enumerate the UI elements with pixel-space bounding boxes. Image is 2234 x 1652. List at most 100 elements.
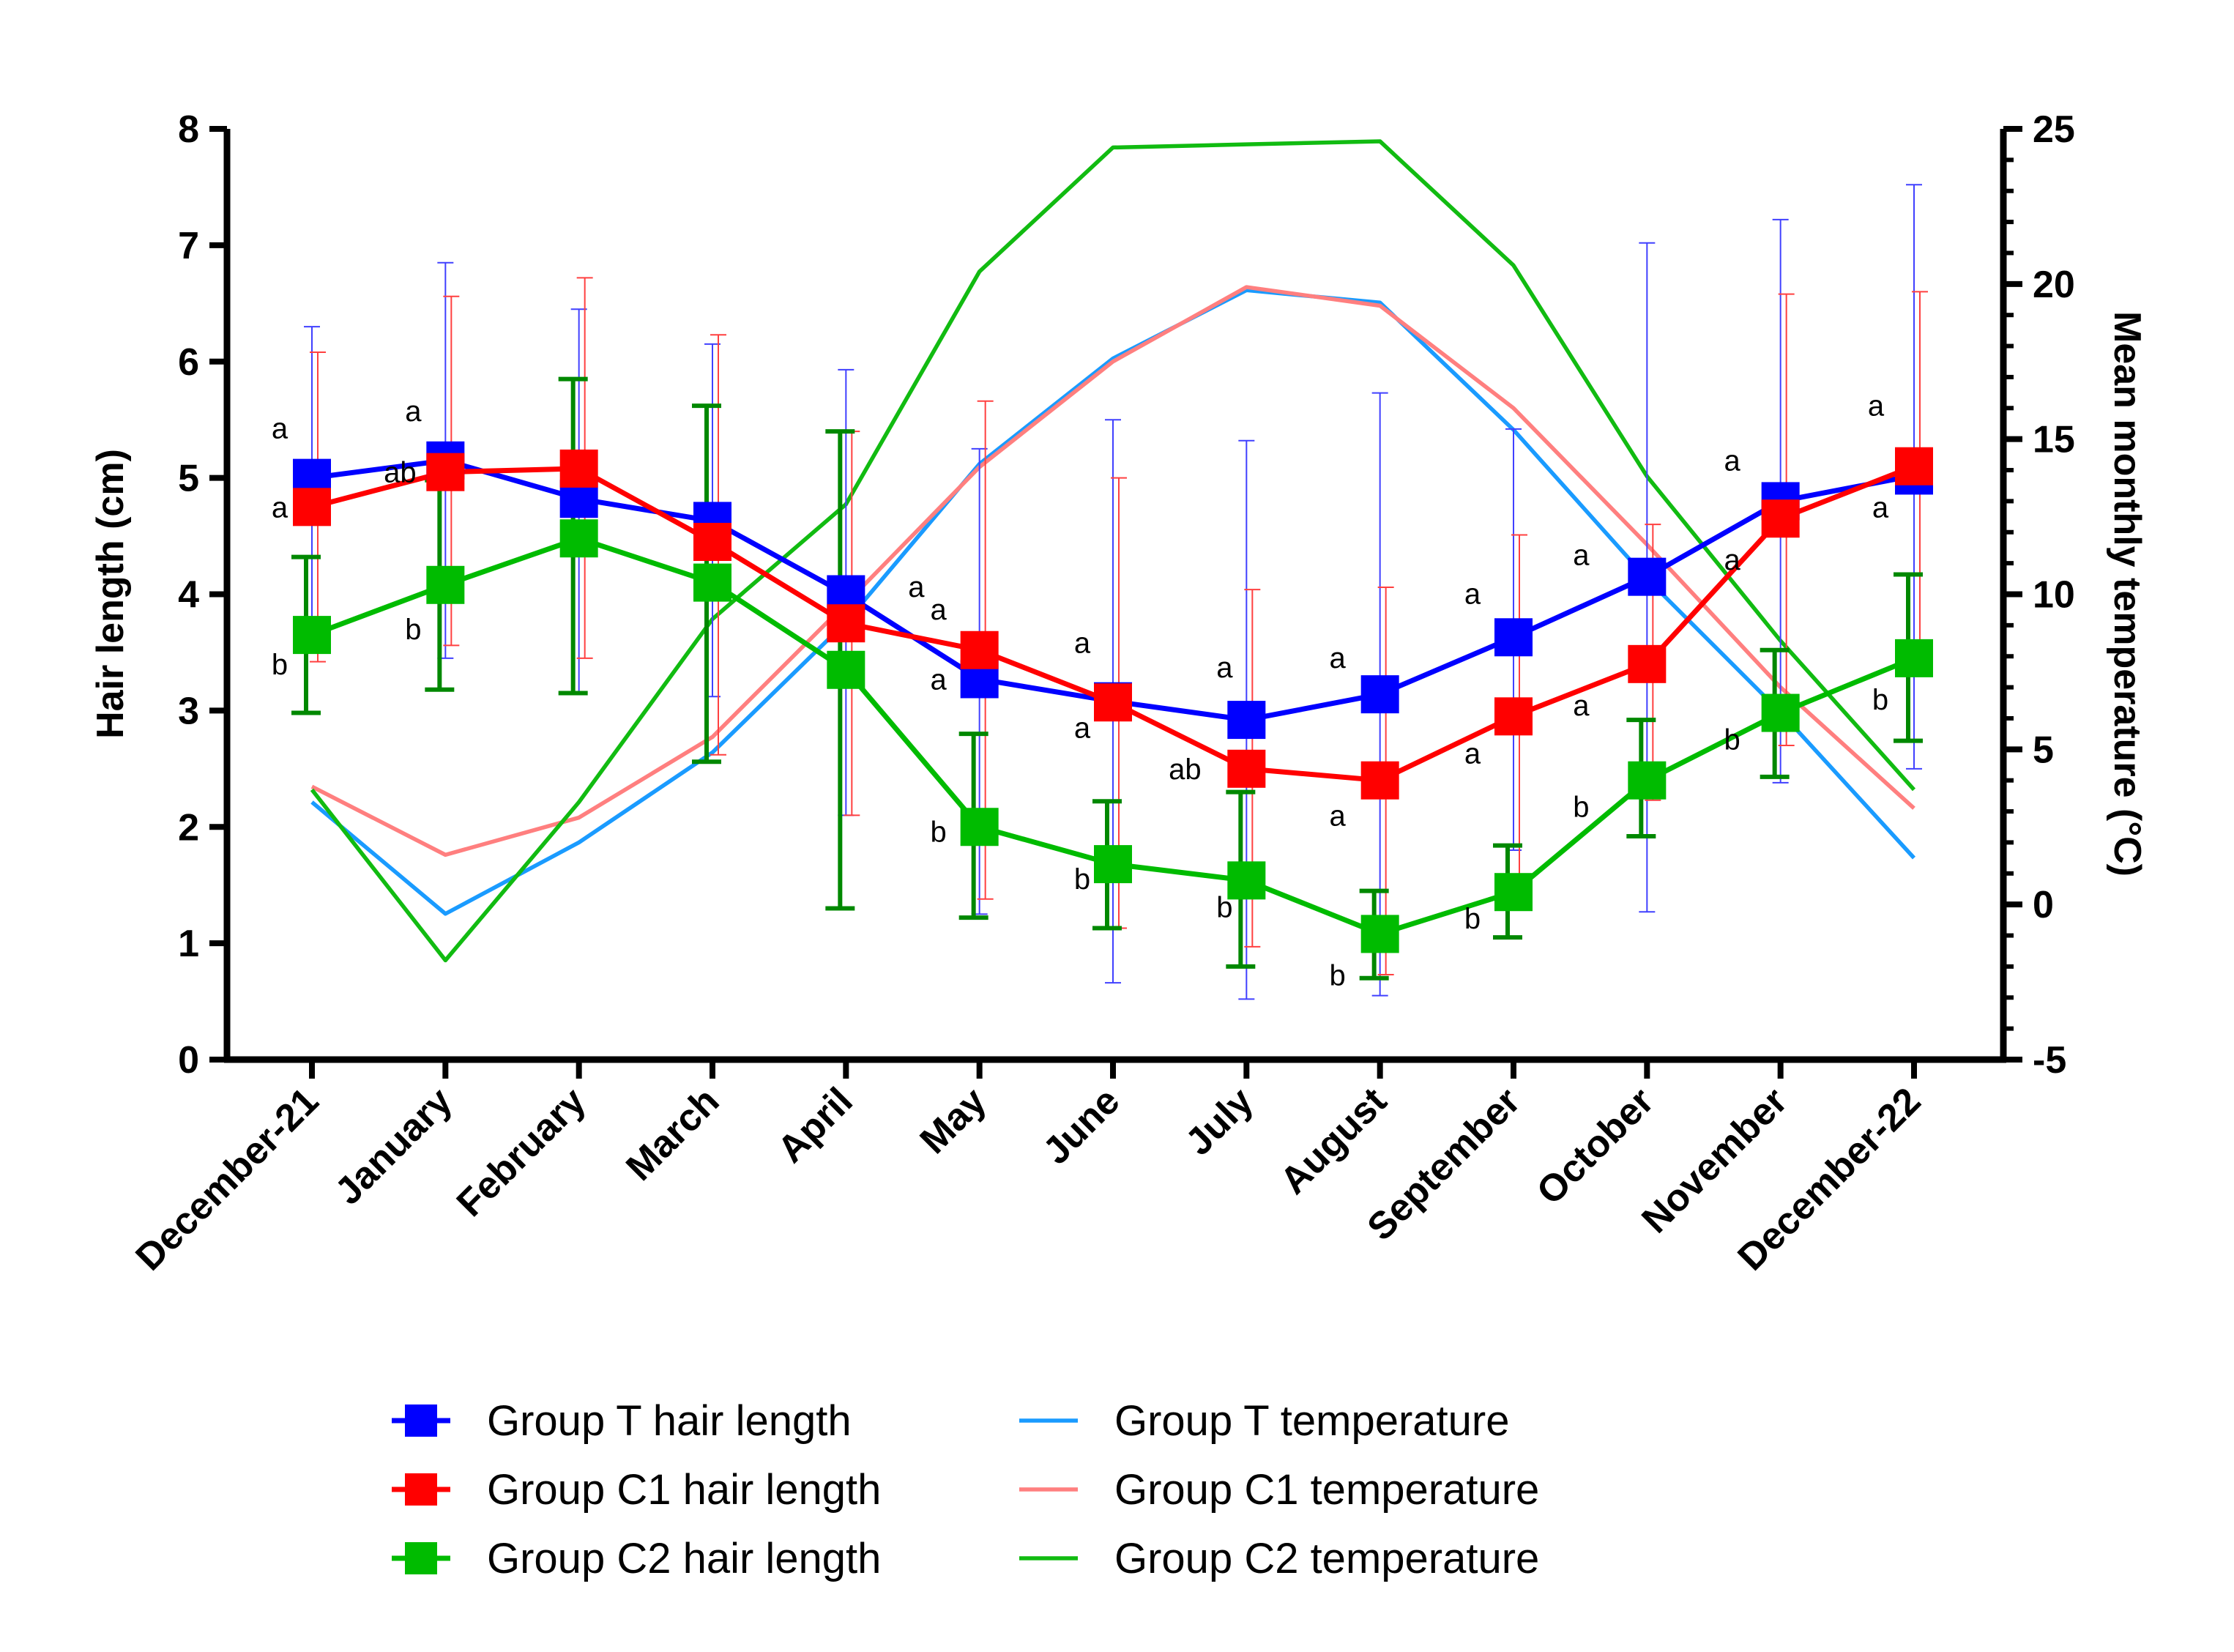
legend-label: Group C1 temperature <box>1114 1466 1539 1514</box>
legend-label: Group C2 temperature <box>1114 1535 1539 1582</box>
hair-length-marker <box>559 519 598 558</box>
legend-item: Group C2 hair length <box>392 1535 881 1582</box>
significance-letter: b <box>272 649 288 681</box>
significance-letter: a <box>272 491 288 524</box>
left-y-tick-label: 8 <box>178 108 199 151</box>
x-category-label: December-21 <box>128 1079 327 1279</box>
hair-length-marker <box>1227 701 1266 740</box>
hair-length-marker <box>827 650 865 689</box>
left-y-tick-label: 0 <box>178 1039 199 1082</box>
x-category-label: April <box>770 1079 861 1171</box>
legend-item: Group C2 temperature <box>1019 1535 1539 1582</box>
significance-letter: ab <box>1169 754 1202 786</box>
hair-length-marker <box>1494 618 1533 657</box>
significance-letter: b <box>1872 684 1888 716</box>
hair-length-marker <box>293 616 331 655</box>
hair-length-marker <box>693 563 731 602</box>
legend-label: Group T temperature <box>1114 1397 1509 1445</box>
legend-item: Group T temperature <box>1019 1397 1509 1445</box>
significance-letter: b <box>931 816 947 848</box>
hair-length-marker <box>1895 639 1933 677</box>
legend-item: Group C1 hair length <box>392 1466 881 1514</box>
significance-letter: b <box>1216 891 1232 923</box>
x-category-label: June <box>1035 1079 1128 1172</box>
significance-letter: a <box>1074 628 1091 660</box>
left-y-tick-label: 2 <box>178 806 199 849</box>
significance-letter: a <box>908 571 925 603</box>
hair-length-marker <box>426 565 465 604</box>
hair-length-marker <box>559 449 598 488</box>
significance-letter: a <box>1724 444 1741 477</box>
significance-letter: a <box>1872 492 1889 524</box>
significance-letter: a <box>405 395 422 428</box>
significance-letter: a <box>1074 712 1091 744</box>
hair-length-marker <box>1227 861 1266 900</box>
significance-letter: b <box>1464 903 1481 935</box>
hair-length-marker <box>1094 845 1132 884</box>
hair-length-marker <box>1494 873 1533 912</box>
significance-letter: b <box>1330 959 1346 991</box>
legend-label: Group C2 hair length <box>487 1535 881 1582</box>
hair-length-marker <box>1227 749 1266 788</box>
left-y-tick-label: 4 <box>178 574 199 617</box>
right-y-tick-label: 15 <box>2033 419 2075 461</box>
significance-letter: a <box>1464 737 1481 770</box>
left-y-tick-label: 5 <box>178 458 199 500</box>
hair-length-marker <box>426 453 465 491</box>
significance-letter: a <box>1724 544 1741 576</box>
legend-marker-swatch <box>405 1542 437 1574</box>
significance-letter: a <box>1216 652 1233 684</box>
legend-label: Group C1 hair length <box>487 1466 881 1514</box>
significance-letter: b <box>1074 863 1090 896</box>
left-y-tick-label: 7 <box>178 225 199 267</box>
significance-letter: ab <box>384 457 417 489</box>
hair-length-series-layer <box>293 441 1933 953</box>
x-category-label: August <box>1273 1079 1396 1202</box>
left-y-axis-title: Hair length (cm) <box>89 449 132 739</box>
hair-length-marker <box>293 488 331 527</box>
significance-letter: a <box>1573 540 1590 572</box>
legend-item: Group T hair length <box>392 1397 852 1445</box>
significance-letter: a <box>1330 800 1347 833</box>
hair-length-marker <box>960 630 999 669</box>
right-y-tick-label: 5 <box>2033 729 2054 771</box>
x-category-label: January <box>327 1079 461 1213</box>
right-y-tick-label: 0 <box>2033 884 2054 926</box>
significance-letter: a <box>931 663 947 696</box>
x-category-label: February <box>449 1079 594 1224</box>
right-y-tick-label: 25 <box>2033 108 2075 151</box>
hair-length-marker <box>1360 675 1399 714</box>
hair-length-marker <box>1628 761 1667 800</box>
hair-length-marker <box>1628 644 1667 683</box>
x-category-label: July <box>1177 1079 1262 1164</box>
significance-letter: b <box>1573 792 1589 824</box>
hair-length-marker <box>693 523 731 562</box>
hair-length-marker <box>1628 557 1667 596</box>
significance-letter: b <box>1724 724 1740 756</box>
x-category-label: May <box>912 1079 995 1162</box>
significance-letter: a <box>1464 578 1481 610</box>
legend-label: Group T hair length <box>487 1397 852 1445</box>
hair-length-marker <box>1761 499 1800 538</box>
hair-length-marker <box>1094 683 1132 722</box>
x-category-label: March <box>618 1079 727 1188</box>
significance-letter: a <box>1868 390 1885 422</box>
axes-layer: 0 1 2 3 4 5 6 7 8 -5 0 5 10 15 20 25 <box>178 108 2075 1082</box>
hair-length-marker <box>1494 697 1533 736</box>
right-y-tick-label: 20 <box>2033 264 2075 306</box>
significance-letter: a <box>272 413 288 445</box>
x-category-label: October <box>1529 1079 1662 1213</box>
significance-letter: a <box>931 594 947 626</box>
significance-letter: b <box>405 614 421 646</box>
legend: Group T hair length Group C1 hair length G… <box>392 1397 1539 1582</box>
hair-length-marker <box>1761 693 1800 732</box>
hair-length-marker <box>1360 915 1399 953</box>
right-y-tick-label: -5 <box>2033 1039 2066 1082</box>
significance-letter: a <box>1330 642 1347 674</box>
hair-length-marker <box>1895 447 1933 485</box>
hair-length-marker <box>827 604 865 643</box>
hair-length-marker <box>1360 761 1399 800</box>
left-y-tick-label: 1 <box>178 923 199 965</box>
